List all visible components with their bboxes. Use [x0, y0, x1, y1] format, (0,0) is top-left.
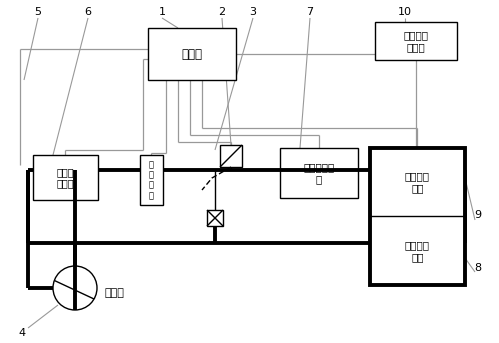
Text: 9: 9	[475, 210, 482, 220]
Text: 货舱冷藏
机组: 货舱冷藏 机组	[405, 240, 430, 262]
Bar	[33, 155, 98, 200]
Text: 压缩机: 压缩机	[105, 288, 125, 298]
Bar	[148, 28, 236, 80]
Text: 乘员舱蒸发
器: 乘员舱蒸发 器	[303, 162, 335, 184]
Text: 10: 10	[398, 7, 412, 17]
Bar	[140, 155, 163, 205]
Text: 8: 8	[475, 263, 482, 273]
Bar	[207, 210, 223, 226]
Text: 6: 6	[84, 7, 91, 17]
Text: 1: 1	[159, 7, 166, 17]
Text: 4: 4	[18, 328, 25, 338]
Text: 货舱温度
传感器: 货舱温度 传感器	[404, 30, 429, 52]
Text: 3: 3	[250, 7, 256, 17]
Text: 5: 5	[34, 7, 41, 17]
Bar	[375, 22, 457, 60]
Text: 控制器: 控制器	[182, 47, 203, 60]
Text: 压
力
开
关: 压 力 开 关	[149, 160, 154, 200]
Text: 冷凝器
干燥器: 冷凝器 干燥器	[57, 167, 74, 188]
Bar	[280, 148, 358, 198]
Text: 冷藏机组
电路: 冷藏机组 电路	[405, 171, 430, 193]
Text: 7: 7	[306, 7, 313, 17]
Bar	[220, 145, 242, 167]
Text: 2: 2	[219, 7, 226, 17]
Bar	[370, 148, 465, 285]
